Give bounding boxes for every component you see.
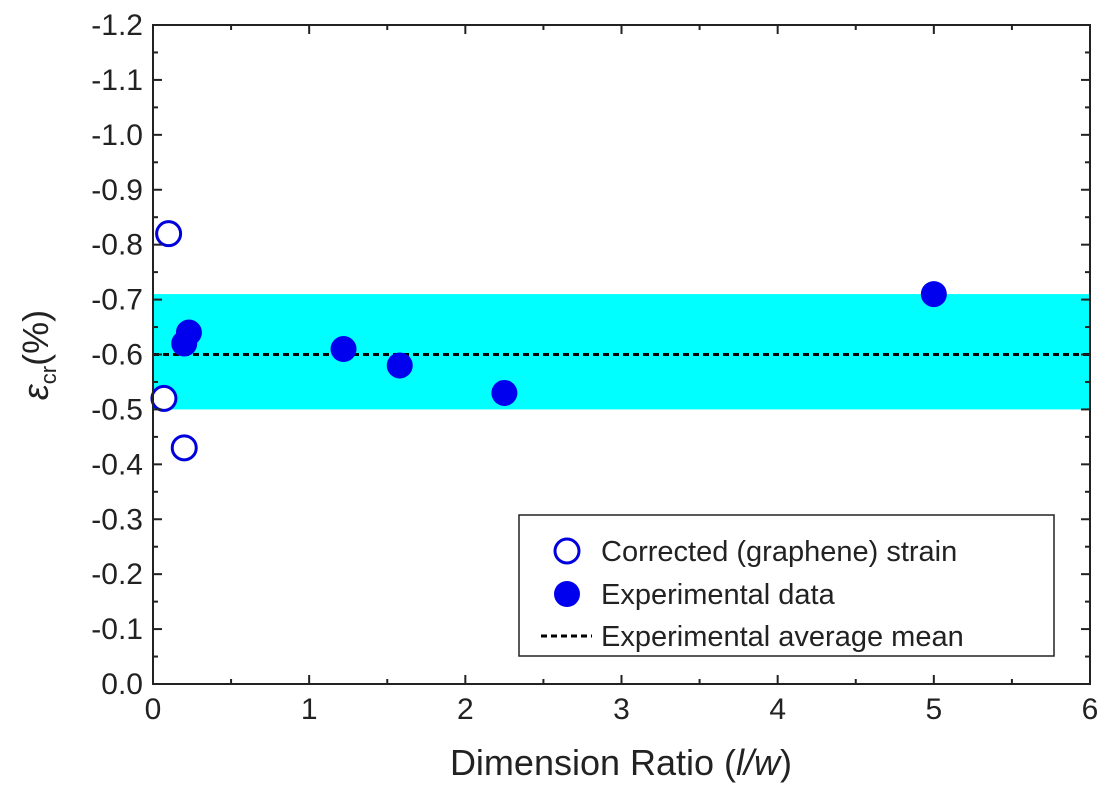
corrected-point: [155, 220, 183, 248]
legend-label-corrected: Corrected (graphene) strain: [601, 536, 957, 568]
x-tick-label: 4: [769, 693, 786, 726]
experimental-point: [330, 336, 357, 363]
y-tick-label: -0.3: [91, 503, 143, 536]
legend-label-experimental: Experimental data: [601, 579, 836, 611]
y-axis-symbol: ε: [15, 383, 56, 400]
y-tick-label: -1.0: [91, 119, 143, 152]
x-tick-label: 6: [1082, 693, 1099, 726]
corrected-point: [170, 434, 198, 462]
experimental-point: [491, 379, 518, 406]
x-axis-title: Dimension Ratio (l/w): [450, 742, 792, 783]
x-tick-label: 3: [613, 693, 630, 726]
y-tick-label: -0.8: [91, 229, 143, 262]
y-tick-label: -0.2: [91, 558, 143, 591]
y-tick-label: -1.1: [91, 64, 143, 97]
y-tick-label: -0.9: [91, 174, 143, 207]
y-tick-label: 0.0: [101, 668, 143, 701]
y-tick-label: -1.2: [91, 9, 143, 42]
axes: 0 1 2 3 4 5 6 0.0 -0.1 -0.2 -0.3 -0.4 -0.5 -0.6 -0.7 -0…: [91, 9, 1098, 726]
x-axis-title-prefix: Dimension Ratio (: [450, 742, 736, 783]
x-axis-title-suffix: ): [780, 742, 792, 783]
legend-box: [518, 514, 1055, 657]
x-tick-label: 5: [925, 693, 942, 726]
x-tick-label: 0: [145, 693, 162, 726]
legend-label-average: Experimental average mean: [601, 621, 964, 653]
x-tick-label: 2: [457, 693, 474, 726]
y-tick-label: -0.5: [91, 393, 143, 426]
y-axis-unit: (%): [15, 310, 56, 366]
experimental-point: [175, 319, 202, 346]
confidence-band: [153, 294, 1090, 410]
y-axis-subscript: cr: [36, 366, 61, 384]
y-tick-label: -0.7: [91, 284, 143, 317]
y-tick-label: -0.4: [91, 448, 143, 481]
y-axis-title: εcr(%): [15, 310, 61, 400]
legend-marker-open-circle: [553, 537, 581, 565]
x-axis-title-italic: l/w: [736, 742, 782, 783]
legend-marker-filled-circle: [554, 581, 580, 607]
y-tick-label: -0.6: [91, 339, 143, 372]
x-tick-label: 1: [301, 693, 318, 726]
corrected-point: [150, 384, 178, 412]
experimental-point: [920, 281, 947, 308]
plot-area: [150, 220, 1090, 462]
legend: Corrected (graphene) strain Experimental…: [518, 514, 1055, 657]
y-tick-label: -0.1: [91, 613, 143, 646]
experimental-point: [386, 352, 413, 379]
